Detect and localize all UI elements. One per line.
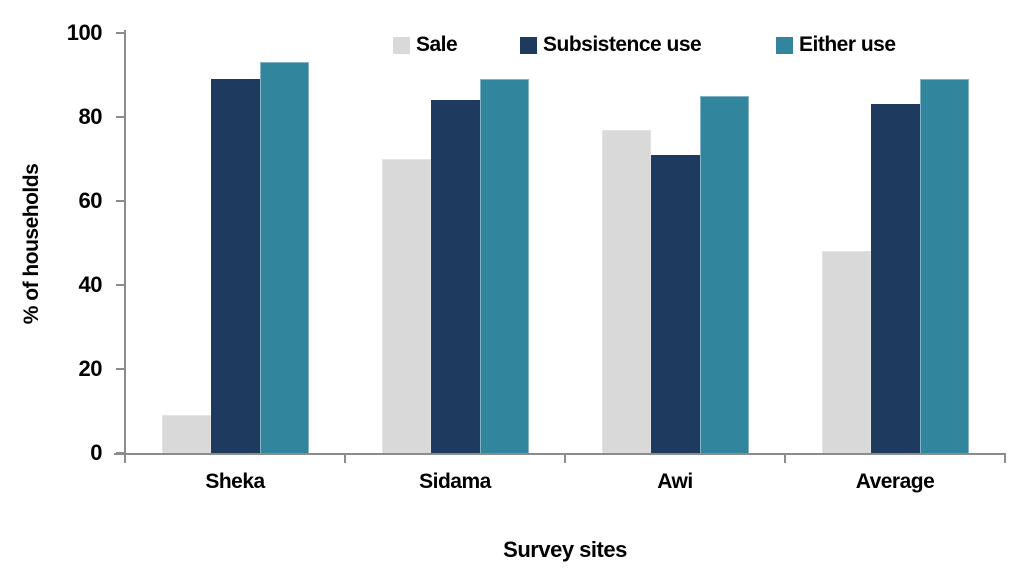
y-axis-title: % of households: [20, 163, 43, 325]
legend-swatch-subsistence-use: [520, 36, 537, 54]
legend-label-subsistence-use: Subsistence use: [543, 33, 702, 56]
y-tick-label: 60: [78, 188, 103, 213]
y-tick-mark: [116, 284, 125, 286]
x-tick-label-average: Average: [855, 470, 935, 493]
y-tick-mark: [116, 116, 125, 118]
y-tick-label: 100: [66, 20, 103, 45]
bar-subsistence-use-average: [870, 104, 920, 453]
legend-swatch-sale: [393, 36, 410, 54]
y-tick-mark: [116, 368, 125, 370]
y-tick-mark: [116, 200, 125, 202]
bar-sale-sheka: [161, 415, 211, 453]
y-tick-label: 20: [78, 356, 103, 381]
bar-either-use-average: [919, 79, 969, 453]
x-tick-mark: [564, 453, 566, 463]
x-tick-label-sheka: Sheka: [205, 470, 265, 493]
legend-item-sale: Sale: [393, 33, 458, 56]
x-tick-label-sidama: Sidama: [419, 470, 491, 493]
y-tick-label: 80: [78, 104, 103, 129]
x-tick-label-awi: Awi: [657, 470, 693, 493]
x-tick-mark: [784, 453, 786, 463]
bar-subsistence-use-awi: [650, 154, 700, 453]
x-tick-mark: [124, 453, 126, 463]
y-tick-mark: [116, 32, 125, 34]
legend-label-sale: Sale: [416, 33, 458, 56]
bar-subsistence-use-sidama: [430, 100, 480, 453]
x-tick-mark: [344, 453, 346, 463]
bar-sale-sidama: [381, 159, 431, 453]
legend-swatch-either-use: [776, 36, 793, 54]
legend-item-subsistence-use: Subsistence use: [520, 33, 702, 56]
y-tick-label: 0: [90, 440, 102, 465]
bar-sale-awi: [601, 129, 651, 453]
bar-sale-average: [821, 251, 871, 453]
x-axis-line: [114, 453, 1006, 455]
bar-either-use-awi: [699, 96, 749, 453]
x-axis-title: Survey sites: [503, 537, 627, 562]
bar-either-use-sheka: [259, 62, 309, 453]
x-tick-mark: [1004, 453, 1006, 463]
legend-item-either-use: Either use: [776, 33, 896, 56]
y-tick-mark: [116, 452, 125, 454]
chart-legend: Sale Subsistence use Either use: [0, 0, 1024, 60]
legend-label-either-use: Either use: [799, 33, 896, 56]
bar-either-use-sidama: [479, 79, 529, 453]
y-tick-label: 40: [78, 272, 103, 297]
y-axis-line: [124, 30, 126, 455]
bar-subsistence-use-sheka: [210, 79, 260, 453]
